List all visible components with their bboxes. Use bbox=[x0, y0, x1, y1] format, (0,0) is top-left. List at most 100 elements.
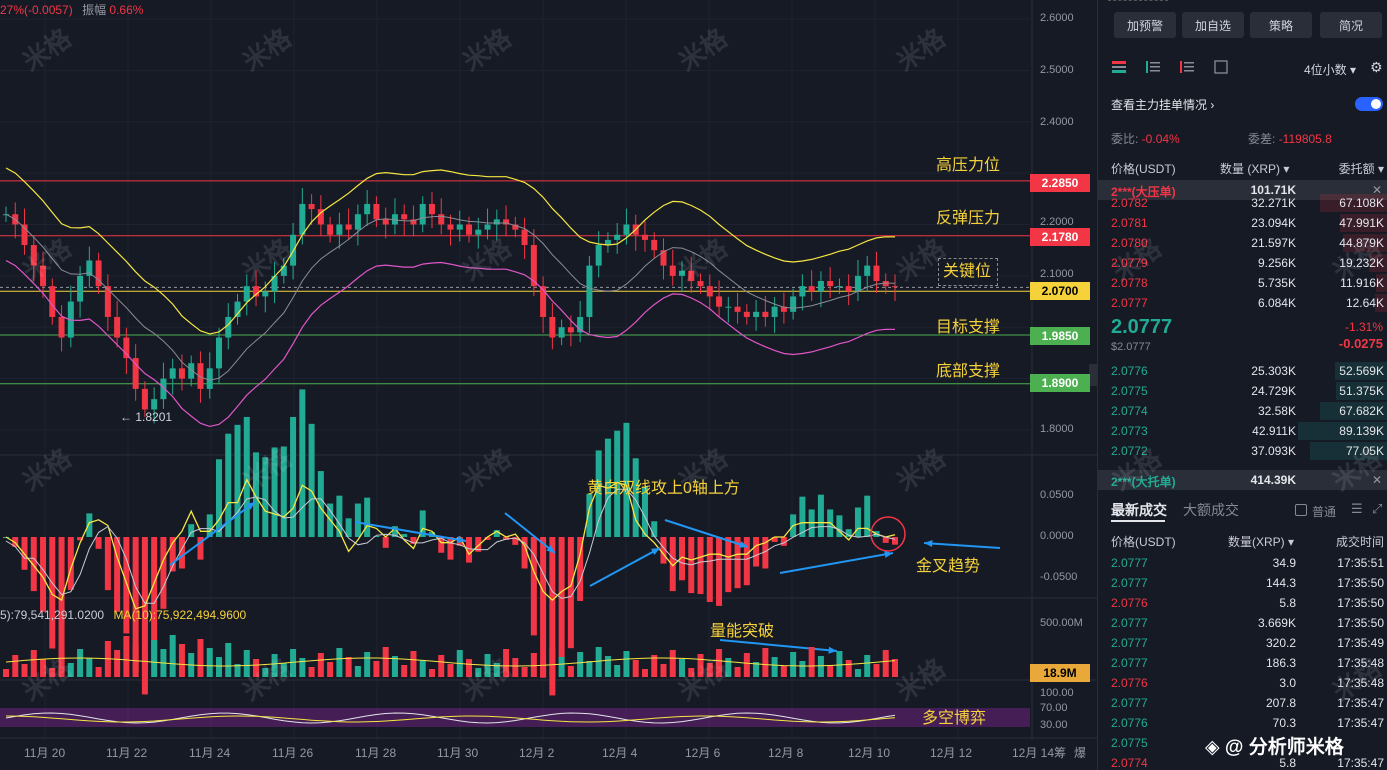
order-amt: 67.682K bbox=[1339, 404, 1384, 418]
layout-bids-icon[interactable] bbox=[1146, 60, 1162, 74]
candle-body bbox=[512, 224, 519, 230]
date-axis-label: 12月 8 bbox=[768, 746, 804, 760]
qty-header-label: 数量 (XRP) bbox=[1220, 162, 1281, 176]
volume-bar bbox=[475, 668, 482, 677]
bid-row[interactable]: 2.0775 24.729K 51.375K bbox=[1098, 381, 1387, 401]
trade-price: 2.0776 bbox=[1111, 716, 1148, 730]
trade-row[interactable]: 2.0777 186.3 17:35:48 bbox=[1098, 653, 1387, 673]
annotation-arrow bbox=[779, 552, 894, 574]
trade-qty-header[interactable]: 数量(XRP) ▾ bbox=[1228, 535, 1295, 549]
close-icon[interactable]: ✕ bbox=[1371, 473, 1382, 487]
trade-row[interactable]: 2.0777 34.9 17:35:51 bbox=[1098, 553, 1387, 573]
volume-bar bbox=[77, 649, 84, 677]
candle-body bbox=[215, 337, 222, 369]
order-price: 2.0781 bbox=[1111, 216, 1148, 230]
trade-row[interactable]: 2.0776 3.0 17:35:48 bbox=[1098, 673, 1387, 693]
macd-bar bbox=[77, 537, 84, 541]
main-orders-toggle[interactable] bbox=[1355, 97, 1383, 111]
volume-bar bbox=[12, 655, 19, 677]
layout-trades-icon[interactable] bbox=[1214, 60, 1230, 74]
qty-header[interactable]: 数量 (XRP) ▾ bbox=[1220, 162, 1290, 176]
trade-qty: 5.8 bbox=[1279, 756, 1296, 770]
trade-time: 17:35:50 bbox=[1337, 576, 1384, 590]
trade-row[interactable]: 2.0774 5.8 17:35:47 bbox=[1098, 753, 1387, 770]
macd-bar bbox=[595, 450, 602, 537]
filter-icon[interactable]: ☰ bbox=[1351, 501, 1363, 516]
trade-row[interactable]: 2.0777 3.669K 17:35:50 bbox=[1098, 613, 1387, 633]
rsi-axis-label: 70.00 bbox=[1040, 702, 1068, 714]
ask-row[interactable]: 2.0782 32.271K 67.108K bbox=[1098, 193, 1387, 213]
ask-row[interactable]: 2.0780 21.597K 44.879K bbox=[1098, 233, 1387, 253]
macd-bar bbox=[762, 537, 769, 569]
trade-qty: 207.8 bbox=[1265, 696, 1296, 710]
macd-bar bbox=[845, 529, 852, 537]
volume-bar bbox=[623, 651, 630, 677]
bid-row[interactable]: 2.0772 37.093K 77.05K bbox=[1098, 441, 1387, 461]
bid-row[interactable]: 2.0774 32.58K 67.682K bbox=[1098, 401, 1387, 421]
diff-value: -119805.8 bbox=[1278, 132, 1332, 146]
macd-bar bbox=[123, 537, 130, 634]
candle-body bbox=[58, 316, 65, 338]
amplitude-label: 振幅 bbox=[82, 3, 107, 17]
overview-button[interactable]: 简况 bbox=[1320, 12, 1382, 38]
settings-icon[interactable]: ⚙ bbox=[1370, 59, 1383, 75]
chart-area[interactable]: 27%(-0.0057) 振幅 0.66% 5):79,541,291.0200… bbox=[0, 0, 1097, 770]
ask-row[interactable]: 2.0781 23.094K 47.991K bbox=[1098, 213, 1387, 233]
ask-row[interactable]: 2.0778 5.735K 11.916K bbox=[1098, 273, 1387, 293]
decimals-select[interactable]: 4位小数 ▾ bbox=[1304, 61, 1356, 78]
chevron-right-icon: › bbox=[1210, 98, 1215, 112]
trade-row[interactable]: 2.0776 5.8 17:35:50 bbox=[1098, 593, 1387, 613]
order-qty: 5.735K bbox=[1257, 276, 1296, 290]
chart-canvas[interactable] bbox=[0, 0, 1097, 770]
normal-checkbox[interactable] bbox=[1295, 504, 1307, 516]
annotation-arrow bbox=[169, 501, 256, 566]
volume-bar bbox=[447, 664, 454, 677]
candle-body bbox=[595, 245, 602, 266]
layout-both-icon[interactable] bbox=[1112, 60, 1128, 74]
bid-row[interactable]: 2.0773 42.911K 89.139K bbox=[1098, 421, 1387, 441]
trade-row[interactable]: 2.0777 144.3 17:35:50 bbox=[1098, 573, 1387, 593]
order-qty: 42.911K bbox=[1252, 424, 1296, 438]
ask-row[interactable]: 2.0779 9.256K 19.232K bbox=[1098, 253, 1387, 273]
trade-row[interactable]: 2.0775 bbox=[1098, 733, 1387, 753]
price-axis-label: 2.2000 bbox=[1040, 216, 1074, 228]
volume-bar bbox=[123, 636, 130, 677]
price-level-tag: 2.2850 bbox=[1030, 174, 1090, 192]
strategy-button[interactable]: 策略 bbox=[1250, 12, 1312, 38]
trade-row[interactable]: 2.0777 320.2 17:35:49 bbox=[1098, 633, 1387, 653]
ask-row[interactable]: 2.0777 6.084K 12.64K bbox=[1098, 293, 1387, 313]
normal-label: 普通 bbox=[1312, 505, 1337, 519]
volume-bar bbox=[512, 658, 519, 677]
expand-icon[interactable]: ⤢ bbox=[1372, 501, 1383, 516]
macd-bar bbox=[623, 422, 630, 537]
macd-bar bbox=[197, 537, 204, 560]
candle-body bbox=[660, 250, 667, 266]
layout-asks-icon[interactable] bbox=[1180, 60, 1196, 74]
candle-body bbox=[586, 265, 593, 317]
trade-row[interactable]: 2.0776 70.3 17:35:47 bbox=[1098, 713, 1387, 733]
amount-header[interactable]: 委托额 ▾ bbox=[1338, 162, 1384, 176]
volume-bar bbox=[345, 657, 352, 677]
main-orders-link[interactable]: 查看主力挂单情况 › bbox=[1111, 96, 1214, 113]
add-watchlist-button[interactable]: 加自选 bbox=[1182, 12, 1244, 38]
candle-body bbox=[892, 286, 898, 288]
tab-latest-trades[interactable]: 最新成交 bbox=[1111, 502, 1167, 518]
tab-large-trades[interactable]: 大额成交 bbox=[1183, 502, 1239, 518]
volume-ma-line bbox=[5, 657, 896, 667]
add-alert-button[interactable]: 加预警 bbox=[1114, 12, 1176, 38]
price-level-tag: 1.9850 bbox=[1030, 327, 1090, 345]
candle-body bbox=[151, 399, 158, 410]
annotation-bull-bear: 多空博弈 bbox=[922, 710, 987, 727]
candle-body bbox=[188, 363, 195, 379]
close-icon[interactable]: ✕ bbox=[1371, 183, 1382, 197]
annotation-arrowhead bbox=[828, 646, 837, 654]
order-diff: 委差: -119805.8 bbox=[1248, 130, 1332, 147]
volume-bar bbox=[882, 650, 889, 677]
order-qty: 37.093K bbox=[1251, 444, 1296, 458]
price-axis-label: 2.5000 bbox=[1040, 64, 1074, 76]
bid-row[interactable]: 2.0776 25.303K 52.569K bbox=[1098, 361, 1387, 381]
trade-row[interactable]: 2.0777 207.8 17:35:47 bbox=[1098, 693, 1387, 713]
candle-body bbox=[753, 311, 760, 317]
order-price: 2.0773 bbox=[1111, 424, 1148, 438]
annotation-macd: 黄白双线攻上0轴上方 bbox=[587, 480, 740, 497]
